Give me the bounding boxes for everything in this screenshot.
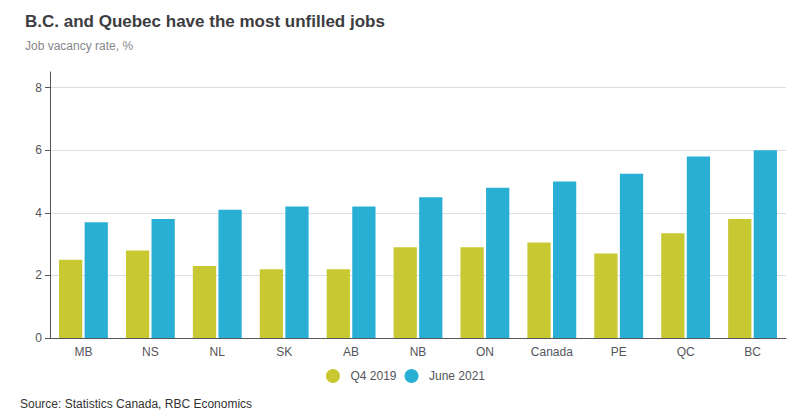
svg-text:0: 0 bbox=[35, 331, 42, 345]
svg-text:6: 6 bbox=[35, 143, 42, 157]
svg-text:MB: MB bbox=[74, 345, 92, 359]
svg-text:Canada: Canada bbox=[531, 345, 573, 359]
svg-text:Job vacancy rate, %: Job vacancy rate, % bbox=[25, 39, 133, 53]
svg-text:B.C. and Quebec have the most: B.C. and Quebec have the most unfilled j… bbox=[25, 12, 385, 31]
svg-text:8: 8 bbox=[35, 81, 42, 95]
svg-text:Source: Statistics Canada, RBC: Source: Statistics Canada, RBC Economics bbox=[20, 397, 252, 411]
svg-text:NB: NB bbox=[410, 345, 427, 359]
svg-text:NS: NS bbox=[142, 345, 159, 359]
svg-text:PE: PE bbox=[611, 345, 627, 359]
svg-text:AB: AB bbox=[343, 345, 359, 359]
svg-text:ON: ON bbox=[476, 345, 494, 359]
svg-text:June 2021: June 2021 bbox=[429, 369, 485, 383]
svg-text:NL: NL bbox=[210, 345, 226, 359]
svg-text:QC: QC bbox=[677, 345, 695, 359]
svg-text:4: 4 bbox=[35, 206, 42, 220]
svg-text:2: 2 bbox=[35, 268, 42, 282]
svg-text:SK: SK bbox=[276, 345, 292, 359]
svg-text:BC: BC bbox=[744, 345, 761, 359]
svg-text:Q4 2019: Q4 2019 bbox=[350, 369, 396, 383]
